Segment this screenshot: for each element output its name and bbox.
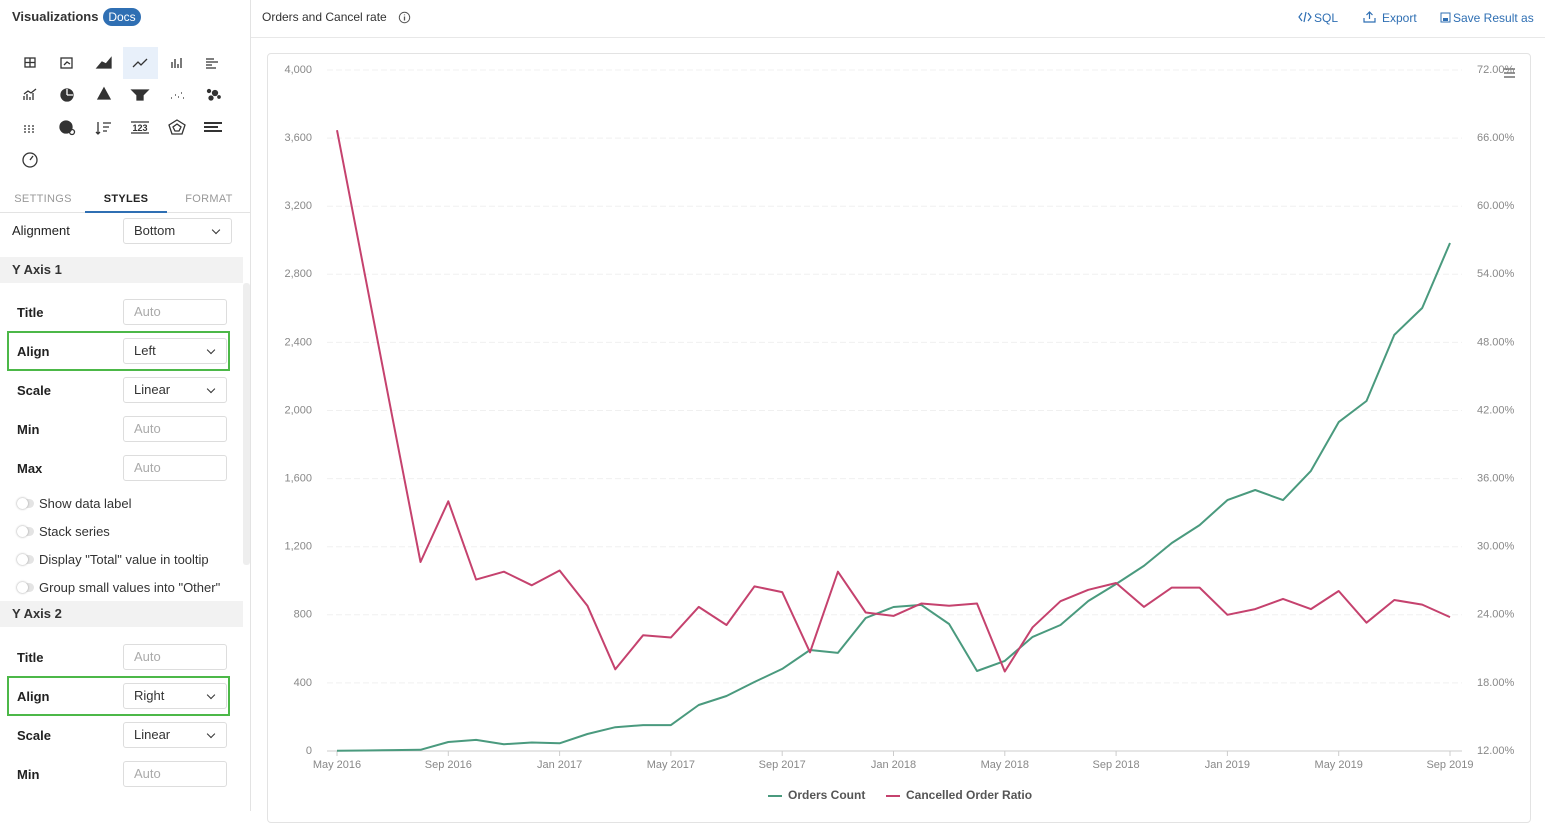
tab[interactable]: FORMAT — [185, 193, 233, 205]
select[interactable]: Left — [123, 338, 227, 364]
input[interactable]: Auto — [123, 455, 227, 481]
field-label: Scale — [17, 728, 51, 743]
line-series — [336, 242, 1451, 752]
input[interactable]: Auto — [123, 416, 227, 442]
x-tick-label: Jan 2019 — [1205, 759, 1250, 771]
y2-tick-label: 48.00% — [1477, 336, 1515, 348]
tab[interactable]: SETTINGS — [14, 193, 72, 205]
export-button[interactable]: Export — [1382, 11, 1417, 25]
x-tick-label: Sep 2017 — [759, 759, 806, 771]
toggle-label: Show data label — [39, 496, 132, 511]
scrollbar[interactable] — [243, 283, 250, 565]
chart-type-icons[interactable]: 123 — [0, 40, 250, 175]
select[interactable]: Bottom — [123, 218, 232, 244]
field-label: Min — [17, 767, 40, 782]
sidebar: Visualizations Docs 123 SETTINGS STYLES … — [0, 0, 251, 811]
x-tick-label: May 2018 — [981, 759, 1029, 771]
line-series — [336, 130, 1451, 673]
y2-tick-label: 18.00% — [1477, 677, 1515, 689]
x-tick-label: Jan 2017 — [537, 759, 582, 771]
info-icon[interactable] — [398, 11, 411, 24]
tab[interactable]: STYLES — [103, 193, 149, 205]
x-tick-label: Sep 2019 — [1426, 759, 1473, 771]
y2-tick-label: 72.00% — [1477, 64, 1515, 76]
toggle-label: Stack series — [39, 524, 110, 539]
section-header: Y Axis 2 — [0, 601, 243, 627]
save-icon — [1440, 12, 1451, 23]
toggle[interactable] — [17, 582, 34, 593]
toggle-label: Group small values into "Other" — [39, 580, 221, 595]
legend-label: Orders Count — [788, 788, 865, 802]
input[interactable]: Auto — [123, 644, 227, 670]
x-tick-label: May 2019 — [1315, 759, 1363, 771]
tab-indicator — [85, 211, 167, 213]
toggle[interactable] — [17, 498, 34, 509]
input[interactable]: Auto — [123, 761, 227, 787]
section-header: Y Axis 1 — [0, 257, 243, 283]
x-tick-label: Sep 2016 — [425, 759, 472, 771]
svg-text:123: 123 — [132, 123, 147, 133]
x-tick-label: May 2016 — [313, 759, 361, 771]
x-tick-label: May 2017 — [647, 759, 695, 771]
select[interactable]: Linear — [123, 377, 227, 403]
x-tick-label: Jan 2018 — [871, 759, 916, 771]
field-label: Scale — [17, 383, 51, 398]
field-label: Title — [17, 650, 44, 665]
toggle[interactable] — [17, 526, 34, 537]
toggle-label: Display "Total" value in tooltip — [39, 552, 209, 567]
y-tick-label: 0 — [306, 745, 312, 757]
save-button[interactable]: Save Result as — [1453, 11, 1534, 25]
field-label: Min — [17, 422, 40, 437]
field-label: Alignment — [12, 223, 70, 238]
highlight-box — [7, 676, 230, 716]
y2-tick-label: 66.00% — [1477, 132, 1515, 144]
field-label: Title — [17, 305, 44, 320]
y-tick-label: 2,800 — [284, 268, 312, 280]
field-label: Max — [17, 461, 43, 476]
y-tick-label: 3,200 — [284, 200, 312, 212]
y-tick-label: 1,600 — [284, 473, 312, 485]
y-tick-label: 1,200 — [284, 541, 312, 553]
highlight-box — [7, 331, 230, 371]
header-divider — [251, 37, 1545, 38]
y2-tick-label: 12.00% — [1477, 745, 1515, 757]
sidebar-title: Visualizations — [12, 9, 99, 24]
code-icon — [1298, 11, 1312, 23]
y2-tick-label: 24.00% — [1477, 609, 1515, 621]
toggle[interactable] — [17, 554, 34, 565]
y2-tick-label: 36.00% — [1477, 473, 1515, 485]
y-tick-label: 400 — [294, 677, 312, 689]
y2-tick-label: 42.00% — [1477, 404, 1515, 416]
export-icon — [1363, 11, 1376, 23]
field-label: Align — [17, 689, 50, 704]
y2-tick-label: 54.00% — [1477, 268, 1515, 280]
y-tick-label: 4,000 — [284, 64, 312, 76]
y-tick-label: 2,400 — [284, 336, 312, 348]
select[interactable]: Linear — [123, 722, 227, 748]
y-tick-label: 3,600 — [284, 132, 312, 144]
sql-button[interactable]: SQL — [1314, 11, 1339, 25]
chart-menu[interactable] — [1504, 68, 1515, 78]
y2-tick-label: 60.00% — [1477, 200, 1515, 212]
y-tick-label: 2,000 — [284, 404, 312, 416]
legend-label: Cancelled Order Ratio — [906, 788, 1032, 802]
field-label: Align — [17, 344, 50, 359]
input[interactable]: Auto — [123, 299, 227, 325]
select[interactable]: Right — [123, 683, 227, 709]
y2-tick-label: 30.00% — [1477, 541, 1515, 553]
y-tick-label: 800 — [294, 609, 312, 621]
x-tick-label: Sep 2018 — [1093, 759, 1140, 771]
docs-badge[interactable]: Docs — [103, 8, 141, 26]
chart-name: Orders and Cancel rate — [262, 10, 387, 24]
